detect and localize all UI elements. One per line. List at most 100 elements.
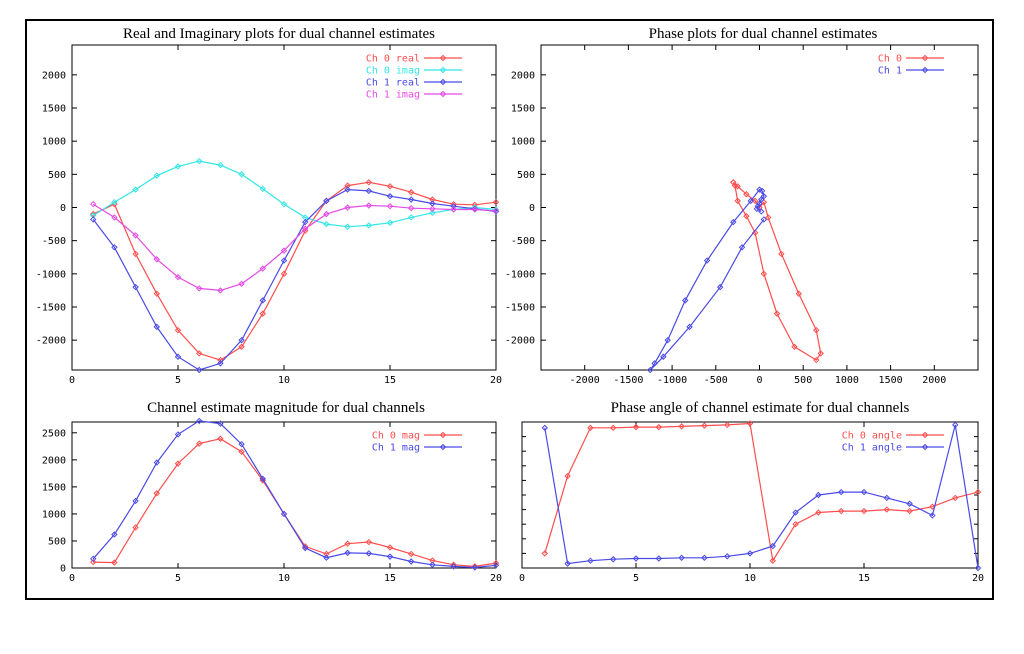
data-point	[765, 214, 772, 221]
data-point	[429, 561, 436, 568]
data-point	[837, 488, 845, 496]
y-tick-label: 0	[60, 203, 66, 214]
plot-title-phase: Phase plots for dual channel estimates	[648, 26, 878, 42]
data-point	[217, 360, 224, 367]
x-tick-label: 0	[69, 573, 75, 584]
legend-marker	[921, 443, 929, 451]
data-point	[365, 187, 373, 195]
figure-frame	[25, 19, 994, 600]
x-tick-label: 2000	[922, 375, 946, 386]
data-point	[238, 280, 245, 287]
data-point	[238, 336, 245, 344]
data-point	[974, 488, 982, 496]
data-point	[792, 509, 799, 516]
data-point	[747, 197, 754, 205]
data-point	[386, 183, 394, 190]
data-point	[751, 197, 759, 205]
x-tick-label: 5	[633, 573, 639, 584]
data-point	[906, 500, 913, 507]
x-tick-label: 10	[744, 573, 756, 584]
legend-label: Ch 1 mag	[372, 443, 420, 454]
data-point	[407, 196, 415, 203]
data-point	[132, 232, 139, 239]
x-tick-label: 500	[794, 375, 812, 386]
x-tick-label: 20	[972, 573, 984, 584]
data-point	[682, 297, 689, 304]
chart-1: -2000 -1500 -1000 -500 0 500 1000 1500 2000 -2000…	[505, 44, 979, 386]
plot-area-3	[521, 421, 979, 569]
y-tick-label: -500	[42, 236, 66, 247]
data-point	[407, 204, 415, 212]
data-point	[195, 350, 203, 357]
data-point	[492, 562, 500, 569]
plot-title-phase-angle: Phase angle of channel estimate for dual…	[610, 400, 910, 416]
data-point	[655, 555, 663, 562]
data-point	[238, 343, 245, 350]
data-point	[678, 554, 685, 561]
data-point	[929, 512, 936, 519]
y-tick-label: 2000	[511, 70, 535, 81]
data-point	[344, 204, 351, 211]
data-point	[703, 257, 711, 264]
data-point	[716, 283, 724, 291]
data-point	[174, 353, 182, 360]
data-point	[860, 488, 868, 496]
data-point	[174, 163, 182, 170]
legend-label: Ch 0 angle	[842, 431, 902, 442]
x-tick-label: 20	[490, 573, 502, 584]
x-tick-label: 20	[490, 375, 502, 386]
data-point	[883, 506, 891, 513]
data-point	[365, 222, 373, 229]
data-point	[951, 494, 959, 502]
x-tick-label: -2000	[570, 375, 600, 386]
data-point	[407, 550, 415, 558]
x-tick-label: -500	[704, 375, 728, 386]
data-point	[407, 189, 415, 196]
data-point	[450, 206, 457, 213]
data-point	[906, 507, 913, 515]
data-point	[259, 477, 267, 484]
data-point	[344, 223, 351, 230]
x-tick-label: 0	[756, 375, 762, 386]
data-point	[238, 448, 245, 455]
chart-0: 0 5 10 15 20 -2000 -1500 -1000 -500 0 500 1000 1500 2…	[36, 44, 502, 386]
y-tick-label: 1500	[511, 104, 535, 115]
data-point	[344, 540, 351, 547]
data-point	[730, 218, 737, 226]
data-point	[174, 326, 182, 334]
data-point	[754, 202, 761, 210]
data-point	[174, 273, 182, 281]
data-point	[815, 491, 822, 499]
data-point	[280, 200, 288, 208]
series-line	[649, 188, 765, 371]
data-point	[132, 497, 139, 505]
data-point	[769, 542, 777, 550]
data-point	[301, 214, 309, 221]
data-point	[323, 554, 330, 561]
data-point	[111, 214, 118, 221]
data-point	[758, 208, 765, 215]
x-tick-label: 10	[278, 375, 290, 386]
x-tick-label: 1500	[879, 375, 903, 386]
legend-label: Ch 0 mag	[372, 431, 420, 442]
data-point	[323, 197, 330, 205]
data-point	[111, 531, 118, 538]
series-line	[92, 420, 497, 569]
data-point	[541, 550, 549, 557]
data-point	[259, 297, 267, 304]
legend-label: Ch 0 real	[366, 54, 420, 65]
y-tick-label: 500	[517, 170, 535, 181]
data-point	[660, 353, 667, 360]
data-point	[587, 557, 594, 564]
data-point	[815, 509, 822, 516]
y-tick-label: 500	[48, 170, 66, 181]
data-point	[365, 202, 373, 209]
x-tick-label: 15	[858, 573, 870, 584]
data-point	[89, 555, 97, 563]
data-point	[951, 421, 959, 429]
series-line	[92, 203, 497, 292]
data-point	[344, 549, 351, 557]
data-point	[678, 423, 685, 430]
